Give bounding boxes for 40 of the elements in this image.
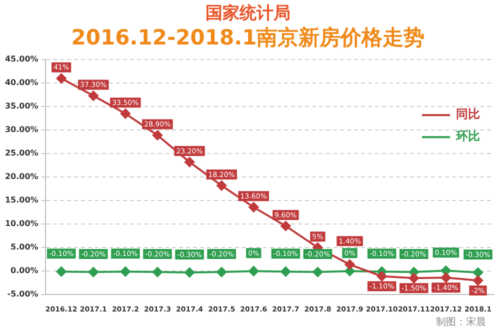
point (248, 202, 259, 212)
legend-label: 环比 (455, 129, 480, 144)
point (152, 267, 162, 278)
y-tick-label: 35.00% (4, 102, 38, 111)
point (440, 272, 451, 283)
point (216, 180, 227, 191)
point (440, 266, 451, 276)
point (472, 276, 483, 286)
y-tick-label: 10.00% (4, 219, 38, 228)
point (248, 266, 259, 276)
y-tick-label: 40.00% (4, 78, 38, 88)
text: 制图：宋晨 (436, 316, 486, 329)
y-tick-label: 15.00% (4, 196, 38, 205)
point (280, 266, 291, 277)
point (152, 130, 162, 140)
point (56, 266, 66, 277)
y-tick-label: 5.00% (10, 242, 38, 252)
legend-label: 同比 (456, 107, 480, 122)
y-tick-label: 20.00% (4, 172, 38, 182)
point (280, 220, 291, 231)
point (56, 73, 66, 84)
point (88, 90, 98, 101)
y-tick-label: 30.00% (4, 125, 38, 134)
y-tick-label: -5.00% (7, 290, 38, 299)
point (184, 268, 195, 278)
y-tick-label: 25.00% (4, 148, 38, 158)
point (184, 157, 195, 168)
y-tick-label: 0.00% (10, 266, 38, 276)
point (472, 268, 483, 278)
chart-subtitle: 2016.12-2018.1南京新房价格走势 (71, 25, 425, 50)
point (408, 273, 419, 284)
point (120, 108, 130, 119)
point (312, 267, 323, 278)
chart-title: 国家统计局 (206, 4, 290, 24)
point (344, 260, 355, 270)
point (120, 266, 130, 277)
y-tick-label: 45.00% (4, 54, 38, 64)
point (376, 271, 387, 282)
point (88, 267, 98, 278)
point (216, 267, 227, 278)
